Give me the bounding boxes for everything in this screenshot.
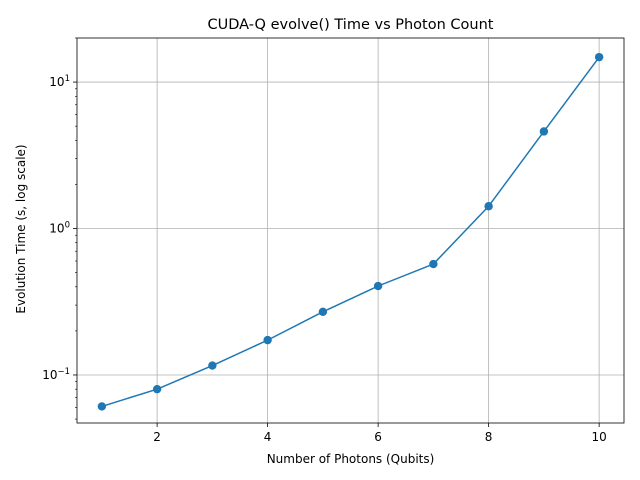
x-tick-label: 8 xyxy=(485,430,493,444)
axes xyxy=(76,37,625,424)
data-point xyxy=(97,402,107,411)
data-point xyxy=(429,259,438,269)
plot-frame xyxy=(76,37,625,424)
data-point xyxy=(539,127,549,136)
x-axis-title: Number of Photons (Qubits) xyxy=(267,452,435,466)
x-tick-label: 6 xyxy=(374,430,382,444)
y-tick-label: 10−1 xyxy=(42,367,70,382)
x-tick-label: 4 xyxy=(264,430,272,444)
data-point xyxy=(373,281,383,291)
y-tick-label: 101 xyxy=(49,74,70,89)
grid xyxy=(77,38,624,423)
x-tick-label: 2 xyxy=(153,430,161,444)
y-axis-title: Evolution Time (s, log scale) xyxy=(14,144,28,313)
chart-title: CUDA-Q evolve() Time vs Photon Count xyxy=(208,17,494,33)
series-line xyxy=(101,56,600,408)
y-tick-label: 100 xyxy=(49,221,70,236)
x-tick-label: 10 xyxy=(591,430,606,444)
data-point xyxy=(208,361,217,370)
data-point xyxy=(594,52,604,62)
data-point xyxy=(263,335,272,345)
data-point xyxy=(484,202,493,211)
data-point xyxy=(152,384,162,394)
ticks: 2 4 6 8 10 10−1 100 101 xyxy=(42,37,607,444)
series-layer xyxy=(97,52,604,411)
data-point xyxy=(318,307,328,317)
